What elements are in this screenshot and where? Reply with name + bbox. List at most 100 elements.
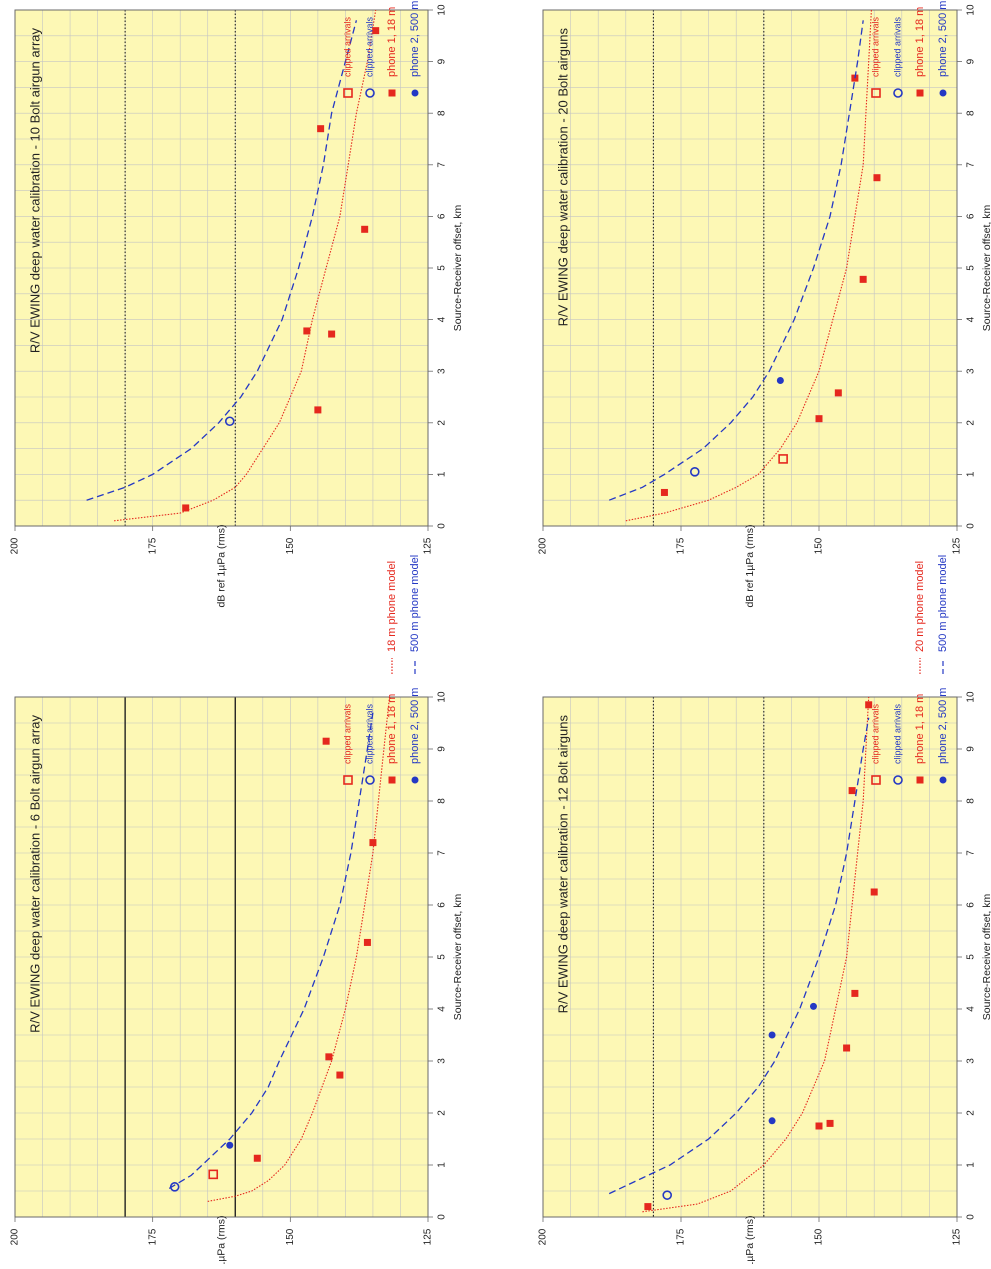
x-tick-label: 0 — [966, 523, 977, 529]
x-tick-label: 1 — [437, 471, 448, 477]
x-axis-label: Source-Receiver offset, km — [981, 894, 991, 1021]
legend-label: clipped arrivals — [892, 703, 902, 764]
legend: clipped arrivals clipped arrivals phone 1,… — [342, 555, 421, 785]
data-point-circle — [768, 1031, 776, 1039]
y-tick-label: 150 — [814, 537, 825, 554]
data-point-square — [848, 787, 856, 795]
data-point-square — [851, 989, 859, 997]
x-tick-label: 1 — [966, 1162, 977, 1168]
x-tick-label: 7 — [966, 850, 977, 856]
y-tick-label: 125 — [952, 537, 963, 554]
legend-label: phone 1, 18 m — [386, 694, 398, 764]
x-tick-label: 3 — [437, 1058, 448, 1064]
data-point-square — [843, 1044, 851, 1052]
x-tick-label: 0 — [437, 523, 448, 529]
legend-label: phone 1, 18 m — [386, 7, 398, 77]
legend-label: clipped arrivals — [870, 703, 880, 764]
series-line-phone2-model — [608, 20, 864, 501]
data-point-circle — [776, 376, 784, 384]
legend-label: phone 2, 500 m — [937, 688, 949, 764]
data-point-square — [865, 701, 873, 709]
legend-label: clipped arrivals — [364, 16, 374, 77]
chart-title: R/V EWING deep water calibration - 10 Bo… — [27, 28, 42, 354]
x-tick-label: 3 — [966, 1058, 977, 1064]
legend-marker-open-square — [343, 88, 353, 98]
data-point-square — [870, 888, 878, 896]
x-tick-label: 3 — [437, 368, 448, 374]
series-line-phone2-model — [86, 20, 358, 501]
data-point-open-circle — [662, 1190, 673, 1200]
legend-marker-square — [916, 89, 924, 97]
legend-marker-circle — [939, 776, 947, 784]
data-point-square — [314, 406, 322, 414]
x-tick-label: 5 — [966, 954, 977, 960]
legend-marker-square — [388, 89, 396, 97]
x-tick-label: 7 — [966, 162, 977, 168]
x-tick-label: 6 — [966, 902, 977, 908]
chart-panel-2: 0 1 2 3 4 5 6 7 8 9 10 125 150 175 200 Source-Receiver … — [10, 1, 464, 608]
x-tick-label: 4 — [437, 316, 448, 322]
y-axis-label: dB ref 1µPa (rms) — [215, 524, 227, 607]
legend-line-label: 500 m phone model — [937, 555, 949, 652]
x-tick-label: 6 — [437, 902, 448, 908]
series-line-phone1-model — [207, 696, 391, 1202]
data-point-square — [317, 125, 325, 133]
data-point-circle — [809, 1002, 817, 1010]
x-tick-label: 7 — [437, 162, 448, 168]
data-point-square — [361, 225, 369, 233]
legend-marker-square — [388, 776, 396, 784]
legend-label: clipped arrivals — [342, 16, 352, 77]
x-tick-label: 9 — [966, 58, 977, 64]
x-tick-label: 6 — [966, 213, 977, 219]
chart-panel-1: 0 1 2 3 4 5 6 7 8 9 10 125 150 175 200 Source-Receiver … — [10, 555, 464, 1269]
data-point-square — [322, 737, 330, 745]
series-line-phone1-model — [114, 9, 377, 522]
legend: clipped arrivals clipped arrivals phone 1,… — [870, 1, 949, 98]
data-point-open-circle — [689, 467, 700, 477]
data-point-square — [253, 1154, 261, 1162]
chart-title: R/V EWING deep water calibration - 12 Bo… — [555, 715, 570, 1014]
x-tick-label: 2 — [966, 1110, 977, 1116]
x-axis-label: Source-Receiver offset, km — [452, 205, 464, 332]
x-tick-label: 9 — [966, 746, 977, 752]
y-tick-label: 175 — [147, 537, 158, 554]
data-point-open-circle — [224, 416, 235, 427]
legend: clipped arrivals clipped arrivals phone 1,… — [342, 1, 421, 98]
legend-marker-open-square — [343, 775, 353, 785]
chart-title: R/V EWING deep water calibration - 6 Bol… — [27, 715, 42, 1033]
y-axis-label: dB ref 1µPa (rms) — [744, 524, 756, 607]
legend-label: clipped arrivals — [892, 16, 902, 77]
data-point-square — [873, 174, 881, 182]
data-point-open-square — [208, 1169, 219, 1180]
data-point-square — [303, 327, 311, 335]
legend-label: clipped arrivals — [870, 16, 880, 77]
y-axis-label: dB ref 1µPa (rms) — [744, 1215, 756, 1264]
y-tick-label: 200 — [538, 537, 549, 554]
x-tick-label: 9 — [437, 58, 448, 64]
legend: clipped arrivals clipped arrivals phone 1,… — [870, 555, 949, 785]
legend-marker-open-square — [871, 775, 881, 785]
x-tick-label: 5 — [437, 265, 448, 271]
x-tick-label: 3 — [966, 368, 977, 374]
legend-marker-open-circle — [893, 88, 903, 98]
x-tick-label: 2 — [437, 1110, 448, 1116]
x-tick-label: 9 — [437, 746, 448, 752]
data-point-square — [372, 27, 380, 35]
x-tick-label: 0 — [437, 1214, 448, 1220]
y-tick-label: 175 — [147, 1228, 158, 1245]
data-point-square — [328, 330, 336, 338]
data-point-square — [815, 1122, 823, 1130]
x-tick-label: 10 — [437, 4, 448, 16]
data-point-square — [369, 839, 377, 847]
legend-marker-open-square — [871, 88, 881, 98]
x-tick-label: 10 — [966, 4, 977, 16]
legend-marker-circle — [411, 89, 419, 97]
y-tick-label: 200 — [10, 1228, 21, 1245]
data-point-circle — [768, 1117, 776, 1125]
series-line-phone2-model — [608, 717, 870, 1195]
y-tick-label: 200 — [10, 537, 21, 554]
x-axis-label: Source-Receiver offset, km — [452, 894, 464, 1021]
x-tick-label: 4 — [437, 1006, 448, 1012]
